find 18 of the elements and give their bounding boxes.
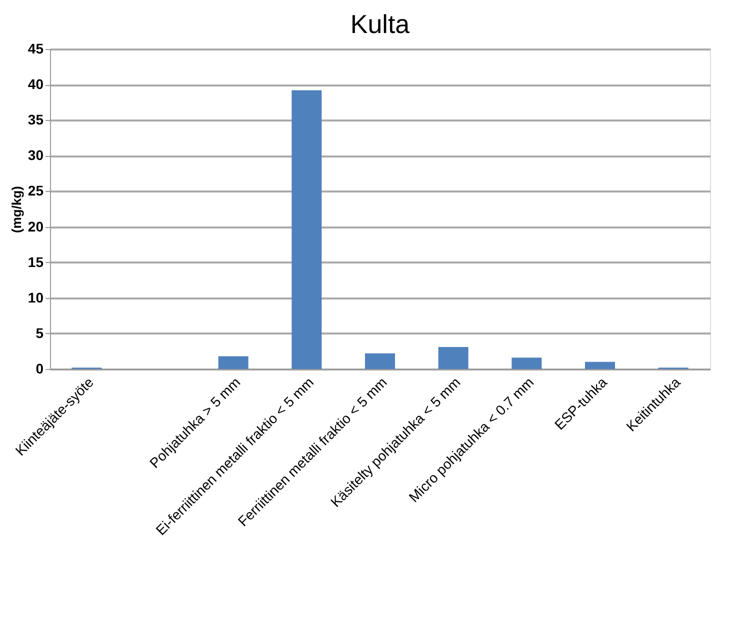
bar [218,356,248,369]
y-tick-label: 35 [28,112,44,128]
bar [512,358,542,369]
y-tick-label: 15 [28,254,44,270]
chart-title: Kulta [350,9,410,39]
y-axis-title: (mg/kg) [8,186,24,233]
y-tick-label: 45 [28,40,44,56]
bar [365,353,395,369]
bar [585,362,615,369]
y-tick-label: 40 [28,76,44,92]
y-tick-label: 30 [28,147,44,164]
y-tick-label: 0 [36,360,44,376]
y-tick-label: 25 [28,182,44,199]
y-tick-label: 20 [28,218,44,234]
bar [292,90,322,369]
y-tick-label: 5 [36,324,44,341]
y-tick-label: 10 [28,289,44,306]
bar [438,346,468,369]
